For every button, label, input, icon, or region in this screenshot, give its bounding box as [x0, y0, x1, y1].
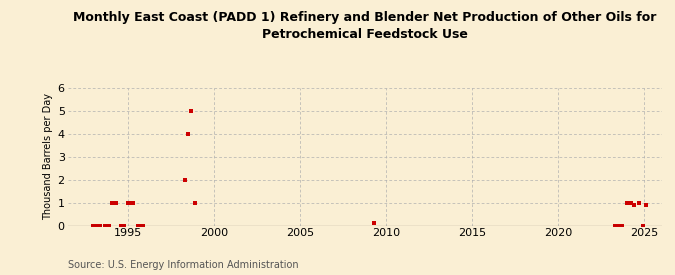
- Text: Monthly East Coast (PADD 1) Refinery and Blender Net Production of Other Oils fo: Monthly East Coast (PADD 1) Refinery and…: [73, 11, 656, 41]
- Text: Source: U.S. Energy Information Administration: Source: U.S. Energy Information Administ…: [68, 260, 298, 270]
- Y-axis label: Thousand Barrels per Day: Thousand Barrels per Day: [43, 93, 53, 220]
